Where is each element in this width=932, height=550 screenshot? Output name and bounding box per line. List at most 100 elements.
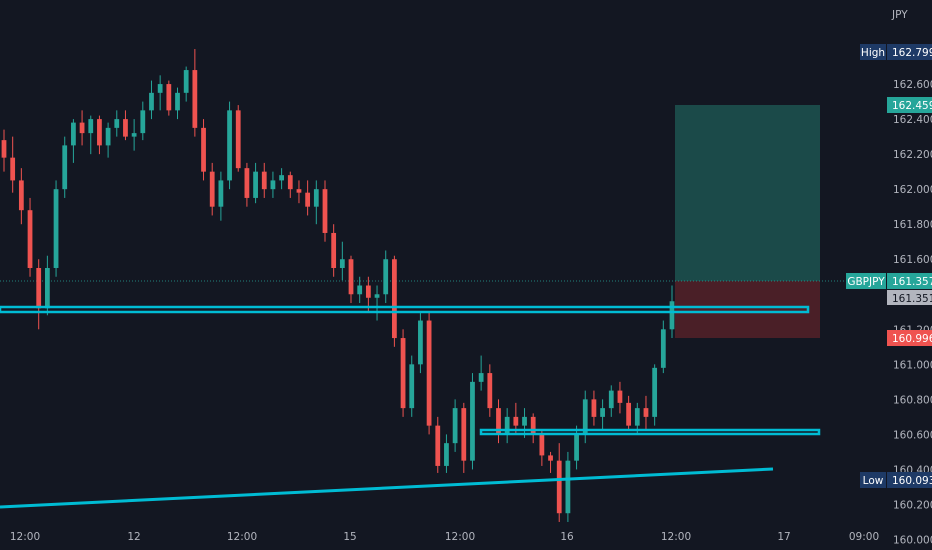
candle — [504, 408, 510, 444]
target-zone[interactable] — [675, 105, 820, 281]
time-axis[interactable]: 12:00 12 12:00 15 12:00 16 12:00 17 09:00 — [10, 531, 879, 543]
target-value-badge — [887, 97, 932, 113]
candle-body — [244, 168, 250, 198]
candle-body — [383, 259, 389, 295]
candle-body — [71, 122, 76, 146]
candle-body — [617, 390, 623, 403]
position-zones[interactable] — [675, 105, 820, 338]
candle — [556, 443, 562, 522]
candle-body — [426, 320, 432, 426]
symbol-badge — [846, 273, 886, 289]
low-label: Low — [863, 475, 884, 487]
low-value-badge — [887, 472, 932, 488]
candle-body — [452, 408, 458, 444]
candle — [470, 373, 475, 470]
candle-body — [339, 259, 345, 268]
candle-body — [626, 402, 632, 426]
time-tick-label: 15 — [343, 531, 356, 543]
candle-body — [409, 364, 415, 409]
candle-body — [461, 408, 467, 461]
candle-body — [201, 127, 206, 172]
price-tick-label: 161.800 — [893, 219, 932, 231]
candle-body — [357, 285, 363, 295]
time-tick-label: 16 — [560, 531, 574, 543]
candle — [383, 250, 389, 304]
candles — [1, 49, 675, 522]
candle-body — [53, 189, 59, 268]
candle-body — [496, 408, 501, 435]
stop-value: 160.996 — [892, 333, 932, 345]
candle — [62, 136, 68, 198]
candle — [400, 329, 406, 417]
candle — [149, 80, 154, 120]
candle — [270, 171, 276, 198]
candle-body — [227, 110, 232, 181]
candle-body — [669, 301, 675, 330]
candle-body — [608, 390, 614, 409]
stop-zone[interactable] — [675, 281, 820, 338]
low-value: 160.093 — [892, 475, 932, 487]
low-label-badge — [860, 472, 886, 488]
drawn-lines[interactable] — [0, 305, 821, 509]
price-tick-label: 160.800 — [893, 394, 932, 406]
candle — [27, 197, 33, 277]
candle — [478, 355, 484, 391]
candle-body — [235, 110, 241, 169]
time-tick-label: 12:00 — [445, 531, 475, 543]
candle-body — [522, 416, 527, 426]
support-zone-line[interactable] — [479, 428, 821, 436]
candle-body — [287, 175, 293, 190]
candle-body — [114, 119, 120, 128]
resistance-zone-line[interactable] — [0, 305, 810, 314]
candle — [548, 451, 553, 473]
candle-body — [183, 70, 189, 93]
candle-body — [556, 460, 562, 514]
candle-body — [660, 329, 666, 368]
candle — [409, 355, 415, 417]
candle-body — [296, 189, 302, 193]
high-label-badge — [860, 44, 886, 60]
candle — [18, 168, 24, 225]
candle-body — [348, 259, 354, 295]
candle — [530, 413, 536, 444]
candle-body — [591, 399, 597, 417]
candle — [339, 241, 345, 281]
candle — [608, 385, 614, 417]
price-tick-label: 162.200 — [893, 149, 932, 161]
time-tick-label: 12:00 — [10, 531, 40, 543]
candle-body — [123, 119, 128, 137]
candle — [1, 129, 7, 172]
candle — [348, 255, 354, 304]
candle-body — [305, 192, 311, 207]
currency-label: JPY — [891, 9, 908, 21]
candle — [209, 162, 215, 216]
candle-body — [10, 157, 16, 181]
candle-body — [313, 189, 319, 207]
candle-body — [166, 84, 172, 111]
candle — [305, 180, 311, 216]
candle-body — [157, 84, 163, 93]
candle — [10, 136, 16, 193]
candle — [105, 122, 111, 158]
candle-body — [192, 70, 198, 128]
current-price: 161.357 — [892, 276, 932, 288]
candle-body — [643, 408, 649, 417]
candle — [452, 399, 458, 452]
current-price-badge — [887, 273, 932, 289]
high-label: High — [861, 47, 885, 59]
high-value: 162.799 — [892, 47, 932, 59]
candle-body — [79, 122, 85, 134]
time-tick-label: 17 — [777, 531, 790, 543]
candle — [374, 285, 380, 321]
candle-body — [27, 210, 33, 268]
candle — [660, 320, 666, 374]
trend-line[interactable] — [0, 467, 774, 509]
candle-body — [513, 416, 519, 426]
candle-body — [270, 180, 276, 190]
candle-body — [279, 175, 284, 181]
candle — [131, 119, 137, 151]
candle-body — [600, 408, 605, 417]
candle-body — [62, 145, 68, 190]
candle — [244, 162, 250, 207]
